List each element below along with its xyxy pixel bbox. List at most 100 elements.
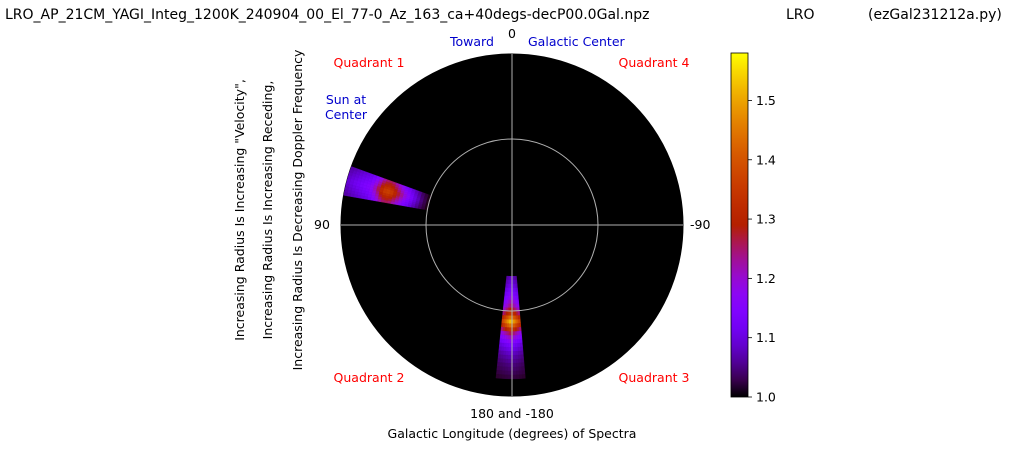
wedge-2-cell <box>513 362 517 368</box>
ylabel-line-2: Increasing Radius Is Increasing Receding… <box>260 81 275 340</box>
wedge-2-cell <box>499 362 504 367</box>
ylabel-line-1: Increasing Radius Is Increasing "Velocit… <box>232 79 247 341</box>
wedge-2-cell <box>518 362 522 368</box>
wedge-2-cell <box>513 343 516 348</box>
colorbar-tick-label: 1.4 <box>756 152 776 167</box>
colorbar-tick-label: 1.3 <box>756 212 776 227</box>
wedge-2-cell <box>519 334 523 340</box>
wedge-2-cell <box>505 346 509 352</box>
wedge-2-cell <box>515 343 519 348</box>
galactic-center-label: Galactic Center <box>528 34 626 49</box>
wedge-2-cell <box>505 358 509 364</box>
wedge-1-cell <box>410 205 415 209</box>
wedge-2-cell <box>504 366 509 372</box>
wedge-2-cell <box>508 327 512 332</box>
wedge-2-cell <box>509 315 512 320</box>
wedge-1-cell <box>383 199 389 204</box>
wedge-2-cell <box>517 303 520 308</box>
wedge-2-cell <box>518 370 523 375</box>
wedge-2-cell <box>501 374 506 379</box>
wedge-2-cell <box>498 374 503 379</box>
wedge-2-cell <box>498 370 503 375</box>
wedge-2-cell <box>495 373 500 379</box>
colorbar-tick-label: 1.0 <box>756 390 776 405</box>
wedge-2-cell <box>499 358 504 364</box>
polar-plot-area <box>340 53 684 397</box>
wedge-2-cell <box>513 370 517 376</box>
wedge-2-cell <box>515 346 519 352</box>
wedge-2-cell <box>503 350 507 356</box>
wedge-2-cell <box>515 362 520 368</box>
wedge-2-cell <box>508 339 512 344</box>
wedge-2-cell <box>518 326 522 332</box>
header-filename: LRO_AP_21CM_YAGI_Integ_1200K_240904_00_E… <box>5 7 649 23</box>
quadrant-2-label: Quadrant 2 <box>334 370 405 385</box>
center-label: Center <box>325 107 368 122</box>
wedge-2-cell <box>518 366 523 372</box>
wedge-2-cell <box>516 295 519 301</box>
wedge-2-cell <box>512 323 516 328</box>
wedge-2-cell <box>519 342 523 348</box>
wedge-2-cell <box>516 291 519 297</box>
wedge-2-cell <box>516 374 520 380</box>
quadrant-4-label: Quadrant 4 <box>619 55 690 70</box>
wedge-2-cell <box>505 362 509 368</box>
wedge-2-cell <box>519 338 523 344</box>
wedge-2-cell <box>505 354 509 360</box>
wedge-2-cell <box>507 362 511 368</box>
wedge-2-cell <box>508 323 512 328</box>
wedge-2-cell <box>518 358 522 364</box>
wedge-1-cell <box>407 204 412 208</box>
wedge-2-cell <box>512 331 516 336</box>
wedge-2-cell <box>513 347 516 352</box>
grid-circle-inner <box>425 138 599 312</box>
wedge-2-cell <box>515 275 518 281</box>
wedge-2-cell <box>508 343 512 348</box>
toward-label: Toward <box>449 34 494 49</box>
wedge-2-cell <box>507 319 510 324</box>
wedge-2-cell <box>515 358 519 364</box>
wedge-2-cell <box>515 354 519 360</box>
quadrant-3-label: Quadrant 3 <box>619 370 690 385</box>
wedge-2-cell <box>516 370 520 376</box>
wedge-2-cell <box>521 374 526 379</box>
wedge-1-cell <box>393 201 399 206</box>
wedge-2-cell <box>506 335 510 340</box>
wedge-2-cell <box>516 287 519 293</box>
wedge-2-cell <box>508 351 512 356</box>
wedge-2-cell <box>505 350 509 356</box>
wedge-1-cell <box>390 201 395 205</box>
wedge-2-cell <box>503 338 507 344</box>
angle-tick-90: 90 <box>314 217 330 232</box>
wedge-1-cell <box>397 202 402 206</box>
wedge-2-cell <box>503 342 507 348</box>
wedge-2-cell <box>500 354 504 360</box>
wedge-2-cell <box>513 358 517 364</box>
wedge-2-cell <box>520 358 525 364</box>
wedge-1-cell <box>377 198 382 203</box>
wedge-2-cell <box>506 323 510 328</box>
header-program: (ezGal231212a.py) <box>868 7 1002 23</box>
wedge-2-cell <box>518 319 521 324</box>
wedge-2-cell <box>507 374 511 380</box>
wedge-2-cell <box>517 311 521 316</box>
wedge-2-cell <box>509 303 512 309</box>
wedge-2-cell <box>519 374 523 379</box>
wedge-2-cell <box>508 354 512 360</box>
wedge-1-cell <box>414 205 419 209</box>
wedge-2-cell <box>507 358 512 364</box>
wedge-2-cell <box>502 366 506 372</box>
wedge-2-cell <box>517 315 521 320</box>
wedge-2-cell <box>501 370 506 376</box>
wedge-2-cell <box>499 366 503 371</box>
wedge-2-cell <box>512 339 516 344</box>
wedges-layer <box>341 165 526 380</box>
header-station: LRO <box>786 7 815 23</box>
polar-grid <box>341 54 683 396</box>
colorbar-tick-label: 1.5 <box>756 93 776 108</box>
angle-tick-180: 180 and -180 <box>470 406 554 421</box>
wedge-2-cell <box>503 346 507 352</box>
x-axis-label: Galactic Longitude (degrees) of Spectra <box>388 426 637 441</box>
wedge-1-cell <box>400 203 405 207</box>
colorbar-tick-label: 1.1 <box>756 330 776 345</box>
